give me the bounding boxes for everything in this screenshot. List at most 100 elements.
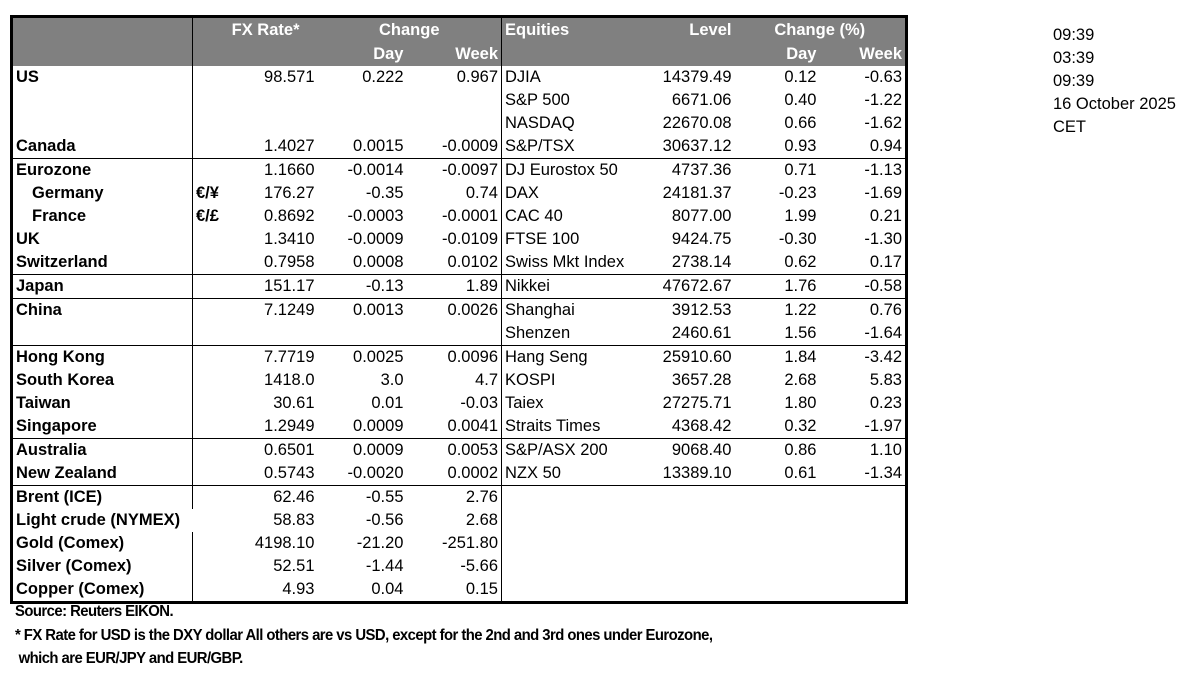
fx-change-day: 0.01: [371, 394, 404, 412]
equity-name: Nikkei: [501, 274, 642, 299]
currency-pair: €/¥: [196, 184, 219, 202]
equity-change-day: 0.61: [734, 462, 820, 486]
equity-change-day: [735, 486, 820, 510]
fx-rate: 4.93: [282, 580, 315, 598]
equity-name: [502, 486, 642, 510]
currency-pair: [193, 89, 252, 112]
equity-name: S&P/ASX 200: [505, 441, 608, 459]
header-day: Day: [317, 42, 407, 66]
equity-name: [502, 578, 642, 603]
header-blank: [501, 42, 735, 66]
equity-change-day: 0.62: [734, 251, 820, 275]
equity-level: [642, 532, 735, 555]
row-label: France: [11, 205, 193, 228]
table-row: Silver (Comex) 52.51 -1.44 -5.66: [11, 555, 907, 578]
fx-change-week: 0.967: [406, 66, 502, 89]
fx-rate: [252, 112, 318, 135]
equity-change-day: -0.30: [778, 230, 817, 248]
equity-level: [642, 555, 735, 578]
currency-pair: [193, 486, 252, 510]
fx-rate: 7.7719: [264, 348, 315, 366]
fx-change-day: -0.55: [365, 488, 404, 506]
fx-rate: 1418.0: [264, 371, 315, 389]
fx-change-week: -0.0009: [406, 135, 502, 159]
equity-change-week: -0.58: [819, 274, 907, 299]
equity-name: Taiex: [505, 394, 544, 412]
fx-change-week: [406, 112, 502, 135]
row-label: Gold (Comex): [11, 532, 193, 555]
fx-change-day: 0.0009: [353, 441, 404, 459]
equity-change-day: 0.12: [784, 68, 817, 86]
header-equities: Equities: [501, 16, 642, 42]
equity-level: 2460.61: [641, 322, 735, 346]
row-label: Singapore: [11, 415, 193, 439]
equity-level: 8077.00: [671, 207, 732, 225]
header-week: Week: [406, 42, 502, 66]
fx-change-day: -21.20: [356, 534, 404, 552]
equity-change-week: -1.97: [819, 415, 907, 439]
currency-pair: [193, 66, 252, 89]
fx-change-day: 0.0025: [353, 348, 404, 366]
fx-change-week: 1.89: [406, 274, 502, 299]
fx-change-week: -0.0097: [406, 158, 502, 182]
row-label: Silver (Comex): [11, 555, 193, 578]
fx-change-day: -0.0009: [347, 230, 404, 248]
fx-rate: 4198.10: [254, 534, 315, 552]
fx-change-week: 2.68: [406, 509, 502, 532]
header-eq-day: Day: [734, 42, 820, 66]
fx-rate: 1.2949: [251, 415, 318, 439]
equity-name: Shanghai: [505, 301, 575, 319]
row-label: Eurozone: [11, 158, 193, 182]
fx-rate: 1.1660: [264, 161, 315, 179]
header-eq-week: Week: [819, 42, 907, 66]
fx-rate: 1.4027: [251, 135, 318, 159]
row-label: Australia: [11, 438, 193, 462]
fx-rate: 98.571: [264, 68, 315, 86]
equity-change-week: 0.21: [869, 207, 902, 225]
equity-change-day: 0.71: [784, 161, 817, 179]
time-2: 03:39: [1053, 49, 1095, 67]
equity-level: 4737.36: [671, 161, 732, 179]
equity-level: 22670.08: [662, 114, 732, 132]
fx-change-day: 0.0009: [317, 415, 407, 439]
equity-change-day: 0.40: [784, 91, 817, 109]
row-label: [11, 112, 193, 135]
row-label: Canada: [11, 135, 193, 159]
equity-name: Hang Seng: [505, 348, 588, 366]
fx-change-week: 0.0053: [406, 438, 502, 462]
table-row: Australia 0.6501 0.0009 0.0053 S&P/ASX 200 90…: [11, 438, 907, 462]
fx-change-week: -0.03: [406, 392, 502, 415]
equity-change-week: -1.34: [819, 462, 907, 486]
equity-change-week: 0.94: [819, 135, 907, 159]
fx-change-week: 4.7: [406, 369, 502, 392]
fx-change-day: [317, 322, 407, 346]
equity-change-week: -1.22: [864, 91, 902, 109]
equity-change-week: -1.62: [864, 114, 902, 132]
equity-level: 6671.06: [671, 91, 732, 109]
currency-pair: €/£: [196, 207, 219, 225]
fx-change-week: [406, 322, 502, 346]
currency-pair: [192, 462, 252, 486]
row-label: Taiwan: [11, 392, 193, 415]
fx-rate: 1.3410: [264, 230, 315, 248]
source-note: Source: Reuters EIKON.: [15, 603, 174, 620]
equity-change-day: [735, 555, 820, 578]
table-row: Singapore 1.2949 0.0009 0.0041 Straits Times…: [11, 415, 907, 439]
fx-rate: 151.17: [251, 274, 318, 299]
row-label: US: [11, 66, 193, 89]
date: 16 October 2025: [1053, 95, 1176, 113]
currency-pair: [193, 346, 252, 370]
equity-level: 3657.28: [671, 371, 732, 389]
equity-change-day: 1.99: [784, 207, 817, 225]
equity-change-week: [820, 509, 907, 532]
table-row: Light crude (NYMEX) 58.83 -0.56 2.68: [12, 509, 907, 532]
equity-name: NASDAQ: [505, 114, 575, 132]
row-label: Japan: [11, 274, 193, 299]
equity-change-week: 0.17: [819, 251, 907, 275]
currency-pair: [192, 322, 252, 346]
equity-change-week: -3.42: [864, 348, 902, 366]
fx-rate: [251, 322, 318, 346]
equity-name: S&P 500: [505, 91, 570, 109]
fx-rate: [252, 89, 318, 112]
equity-name: [502, 555, 642, 578]
